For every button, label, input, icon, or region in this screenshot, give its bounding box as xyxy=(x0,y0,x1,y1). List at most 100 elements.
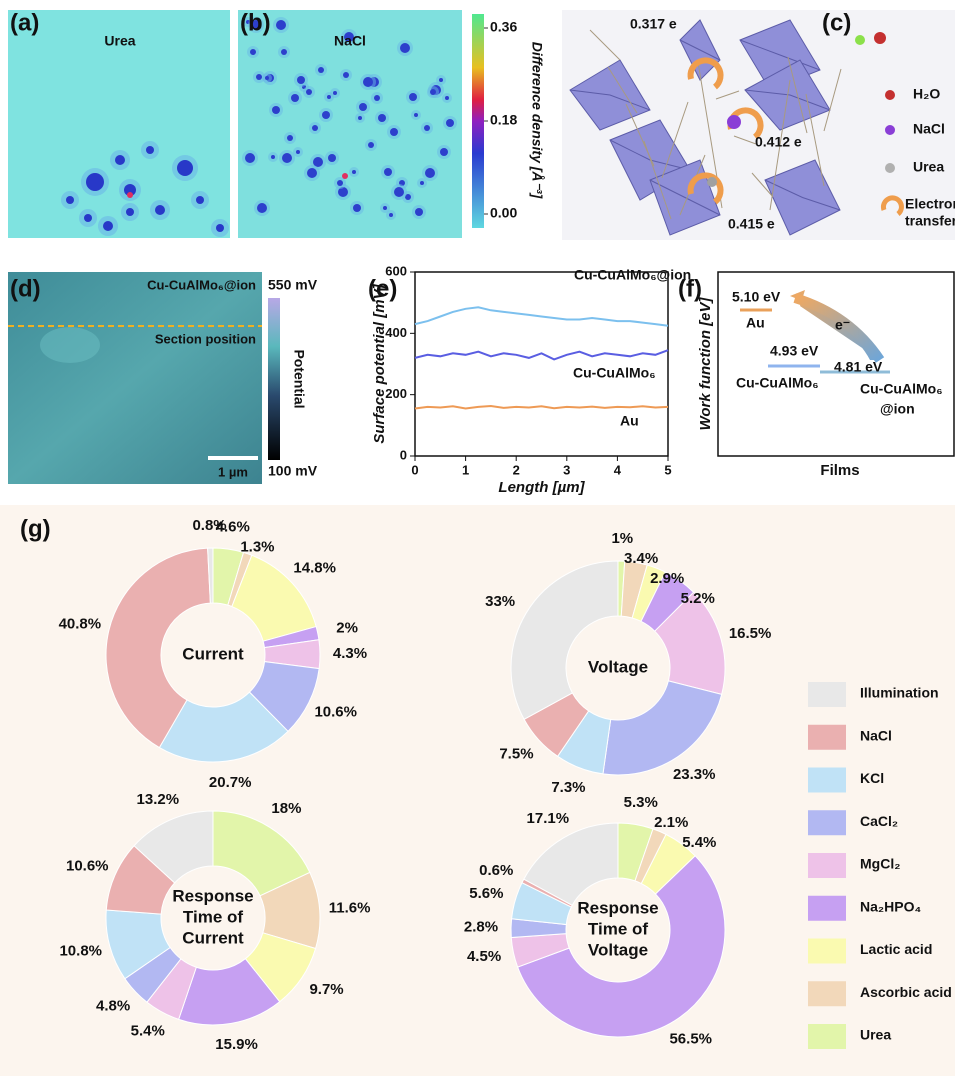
value-label: 40.8% xyxy=(59,616,102,633)
density-blob xyxy=(352,170,356,174)
colorbar-label: Difference density [Å⁻³] xyxy=(529,42,545,200)
charge-label: 0.415 e xyxy=(728,216,775,232)
donut-slice xyxy=(158,691,289,763)
legend-swatch xyxy=(808,767,846,793)
donut-slice xyxy=(510,560,619,721)
plot-frame xyxy=(414,271,669,457)
polyhedron-edge xyxy=(679,39,721,61)
panel-label: (e) xyxy=(368,275,397,302)
density-blob xyxy=(291,94,299,102)
density-blob xyxy=(383,206,387,210)
density-blob xyxy=(374,95,380,101)
panel-label: (b) xyxy=(240,9,271,36)
value-label: 17.1% xyxy=(527,810,570,827)
value-label: 1.3% xyxy=(240,538,274,555)
level-label: @ion xyxy=(880,401,915,417)
level-label: Au xyxy=(746,315,765,331)
legend-swatch xyxy=(808,724,846,750)
polyhedron-edge xyxy=(649,179,721,216)
density-blob xyxy=(344,32,354,42)
density-blob xyxy=(257,203,267,213)
colorbar xyxy=(268,298,280,460)
density-blob xyxy=(384,168,392,176)
bond xyxy=(787,56,808,134)
density-blob xyxy=(271,155,275,159)
value-label: 7.3% xyxy=(551,779,585,796)
value-label: 20.7% xyxy=(209,774,252,791)
line-series xyxy=(414,404,669,410)
bond xyxy=(823,68,842,132)
bond xyxy=(715,90,740,100)
density-blob xyxy=(84,214,92,222)
scale-label: 1 µm xyxy=(218,464,248,479)
value-label: 15.9% xyxy=(215,1036,258,1053)
colorbar xyxy=(472,14,484,228)
density-blob xyxy=(414,113,418,117)
legend-label: Urea xyxy=(860,1027,891,1043)
density-blob xyxy=(400,43,410,53)
bond xyxy=(607,66,638,114)
density-blob xyxy=(405,194,411,200)
colorbar-tick-label: 0.00 xyxy=(490,205,517,221)
value-label: 4.6% xyxy=(216,518,250,535)
density-blob xyxy=(103,221,113,231)
polyhedron-edge xyxy=(744,89,831,111)
density-blob xyxy=(415,208,423,216)
legend-label: Illumination xyxy=(860,685,939,701)
density-blob xyxy=(126,208,134,216)
donut-title: Current xyxy=(182,644,244,663)
legend-label: KCl xyxy=(860,770,884,786)
legend-swatch xyxy=(808,853,846,878)
density-blob xyxy=(251,20,261,30)
level-value: 4.81 eV xyxy=(834,359,883,375)
density-blob xyxy=(333,91,337,95)
level-value: 4.93 eV xyxy=(770,343,819,359)
donut-slice xyxy=(105,547,211,749)
value-label: 56.5% xyxy=(669,1030,712,1047)
colorbar-max: 550 mV xyxy=(268,277,318,293)
density-blob xyxy=(287,135,293,141)
density-blob xyxy=(338,187,348,197)
legend-swatch xyxy=(808,895,846,921)
density-blob xyxy=(318,67,324,73)
x-tick-label: 5 xyxy=(664,462,671,477)
bond xyxy=(643,140,672,220)
donut-title: Current xyxy=(182,928,244,947)
density-blob xyxy=(307,168,317,178)
y-tick-label: 200 xyxy=(385,386,407,401)
donut-title: Time of xyxy=(588,919,648,938)
electron-arrow xyxy=(793,293,885,363)
density-blob xyxy=(353,204,361,212)
legend-swatch xyxy=(808,810,846,836)
density-blob xyxy=(439,78,443,82)
density-blob xyxy=(390,128,398,136)
density-blob xyxy=(337,180,343,186)
density-blob xyxy=(282,153,292,163)
x-tick-label: 1 xyxy=(462,462,469,477)
density-blob xyxy=(313,157,323,167)
x-tick-label: 3 xyxy=(563,462,570,477)
bond xyxy=(769,79,791,211)
legend-swatch xyxy=(808,682,846,707)
line-series xyxy=(414,306,669,327)
donut-slice xyxy=(133,810,214,884)
density-blob xyxy=(276,20,286,30)
density-blob xyxy=(272,106,280,114)
density-blob xyxy=(394,187,404,197)
y-axis-label: Surface potential [mV] xyxy=(371,283,388,443)
value-label: 1% xyxy=(611,530,633,547)
density-blob xyxy=(322,111,330,119)
donut-title: Voltage xyxy=(588,940,648,959)
value-label: 5.3% xyxy=(624,794,658,811)
value-label: 13.2% xyxy=(137,791,180,808)
density-blob xyxy=(343,72,349,78)
density-blob xyxy=(306,89,312,95)
x-tick-label: 2 xyxy=(513,462,520,477)
legend-label: Electron xyxy=(905,196,955,212)
legend-icon xyxy=(880,195,904,216)
density-blob xyxy=(425,168,435,178)
atom xyxy=(707,177,717,187)
density-blob xyxy=(66,196,74,204)
value-label: 5.2% xyxy=(681,590,715,607)
colorbar-min: 100 mV xyxy=(268,463,318,479)
